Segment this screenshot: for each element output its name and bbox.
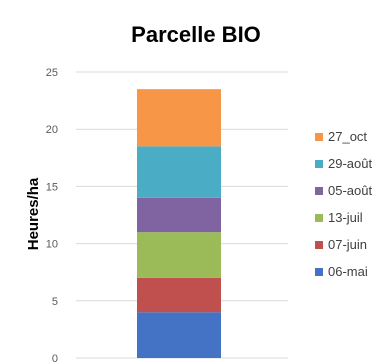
y-tick-label-25: 25 [46,67,58,79]
legend-swatch-3 [315,214,323,222]
bar-segment-4 [137,146,221,198]
legend-label-5: 06-mai [328,264,368,279]
legend-swatch-1 [315,160,323,168]
y-tick-labels: 0 5 10 15 20 25 [46,67,58,362]
y-tick-label-5: 5 [52,296,58,308]
stacked-bar [137,89,221,358]
bar-segment-2 [137,232,221,278]
legend-label-2: 05-août [328,183,372,198]
y-axis-label: Heures/ha [25,177,42,250]
bar-segment-1 [137,277,221,313]
bar-segment-0 [137,312,221,358]
legend-swatch-2 [315,187,323,195]
legend-label-1: 29-août [328,156,372,171]
y-tick-label-10: 10 [46,239,58,251]
y-tick-label-15: 15 [46,181,58,193]
legend-label-4: 07-juin [328,237,367,252]
chart-title: Parcelle BIO [131,22,261,47]
legend: 27_oct 29-août 05-août 13-juil 07-juin 06-mai [315,129,372,279]
bar-segment-3 [137,197,221,233]
legend-swatch-0 [315,133,323,141]
y-tick-label-0: 0 [52,353,58,362]
legend-label-3: 13-juil [328,210,363,225]
y-tick-label-20: 20 [46,124,58,136]
legend-swatch-5 [315,268,323,276]
bar-segment-5 [137,89,221,147]
legend-label-0: 27_oct [328,129,367,144]
legend-swatch-4 [315,241,323,249]
